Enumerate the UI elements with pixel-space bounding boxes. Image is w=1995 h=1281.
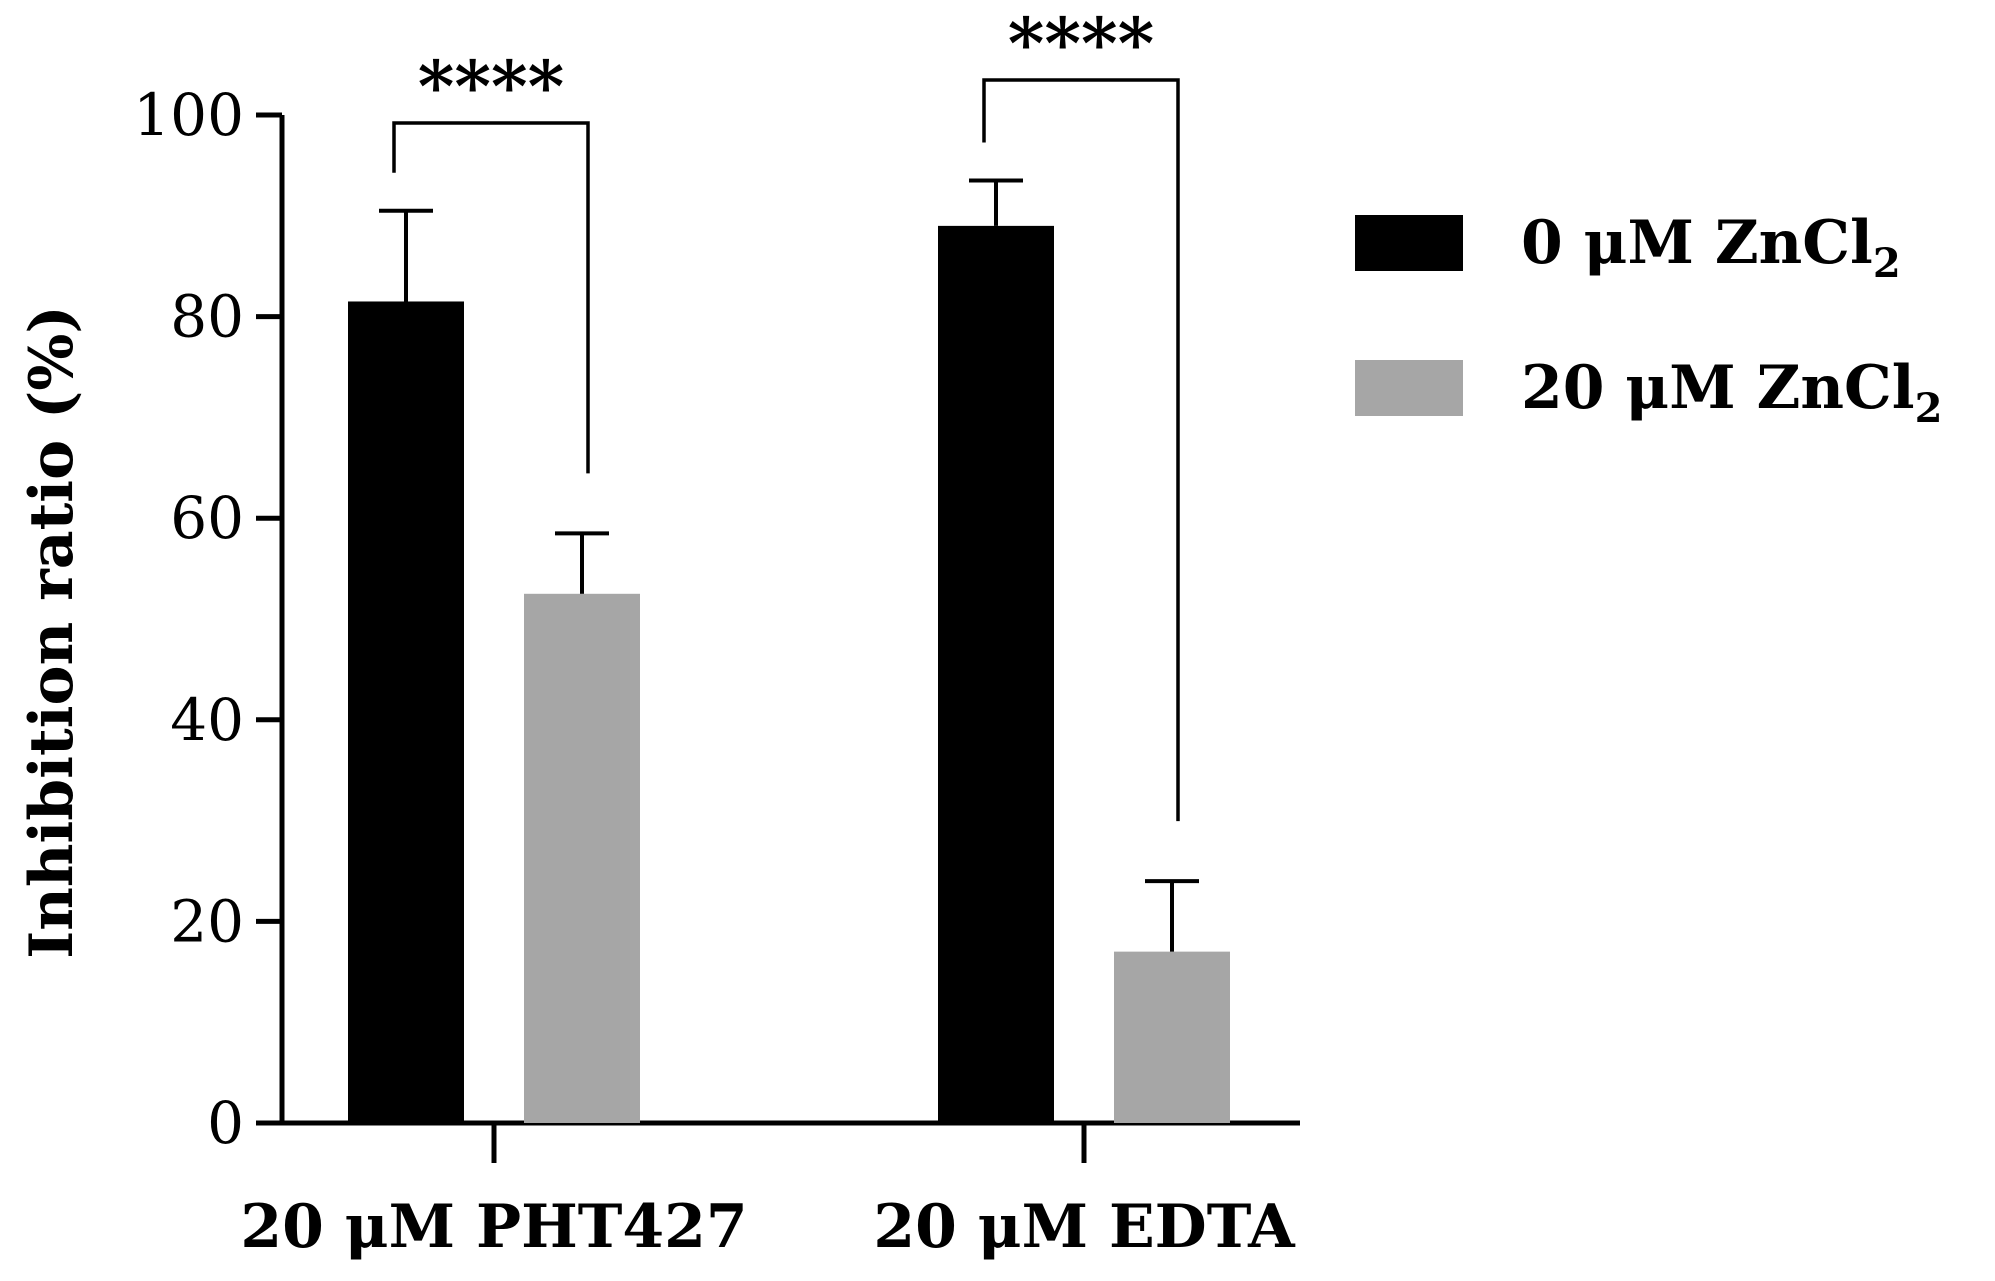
legend: 0 μM ZnCl2 20 μM ZnCl2 <box>1355 208 1942 432</box>
axes: 0 20 40 60 80 100 20 μM PHT427 20 μM EDTA <box>133 81 1300 1262</box>
bar <box>524 593 640 1123</box>
bars <box>348 225 1230 1124</box>
y-tick-label: 20 <box>170 887 244 955</box>
legend-swatch <box>1355 215 1463 271</box>
y-tick-label: 80 <box>170 283 244 351</box>
significance-label: **** <box>418 45 564 128</box>
bar <box>1114 951 1230 1123</box>
bar <box>348 301 464 1124</box>
significance-label: **** <box>1008 2 1154 85</box>
y-tick-label: 40 <box>170 686 244 754</box>
significance-bracket <box>392 121 590 474</box>
x-tick-label: 20 μM EDTA <box>873 1192 1296 1262</box>
y-tick-label: 60 <box>170 484 244 552</box>
y-axis-label: Inhibition ratio (%) <box>17 305 87 959</box>
legend-swatch <box>1355 360 1463 416</box>
legend-label: 20 μM ZnCl2 <box>1521 353 1942 432</box>
legend-label: 0 μM ZnCl2 <box>1521 208 1901 287</box>
y-tick-label: 0 <box>207 1089 244 1157</box>
bar <box>938 225 1054 1123</box>
y-tick-label: 100 <box>133 81 244 149</box>
significance-bracket <box>982 78 1180 822</box>
error-bars <box>379 178 1199 952</box>
significance-brackets: **** **** <box>392 2 1180 822</box>
x-tick-label: 20 μM PHT427 <box>240 1192 747 1262</box>
